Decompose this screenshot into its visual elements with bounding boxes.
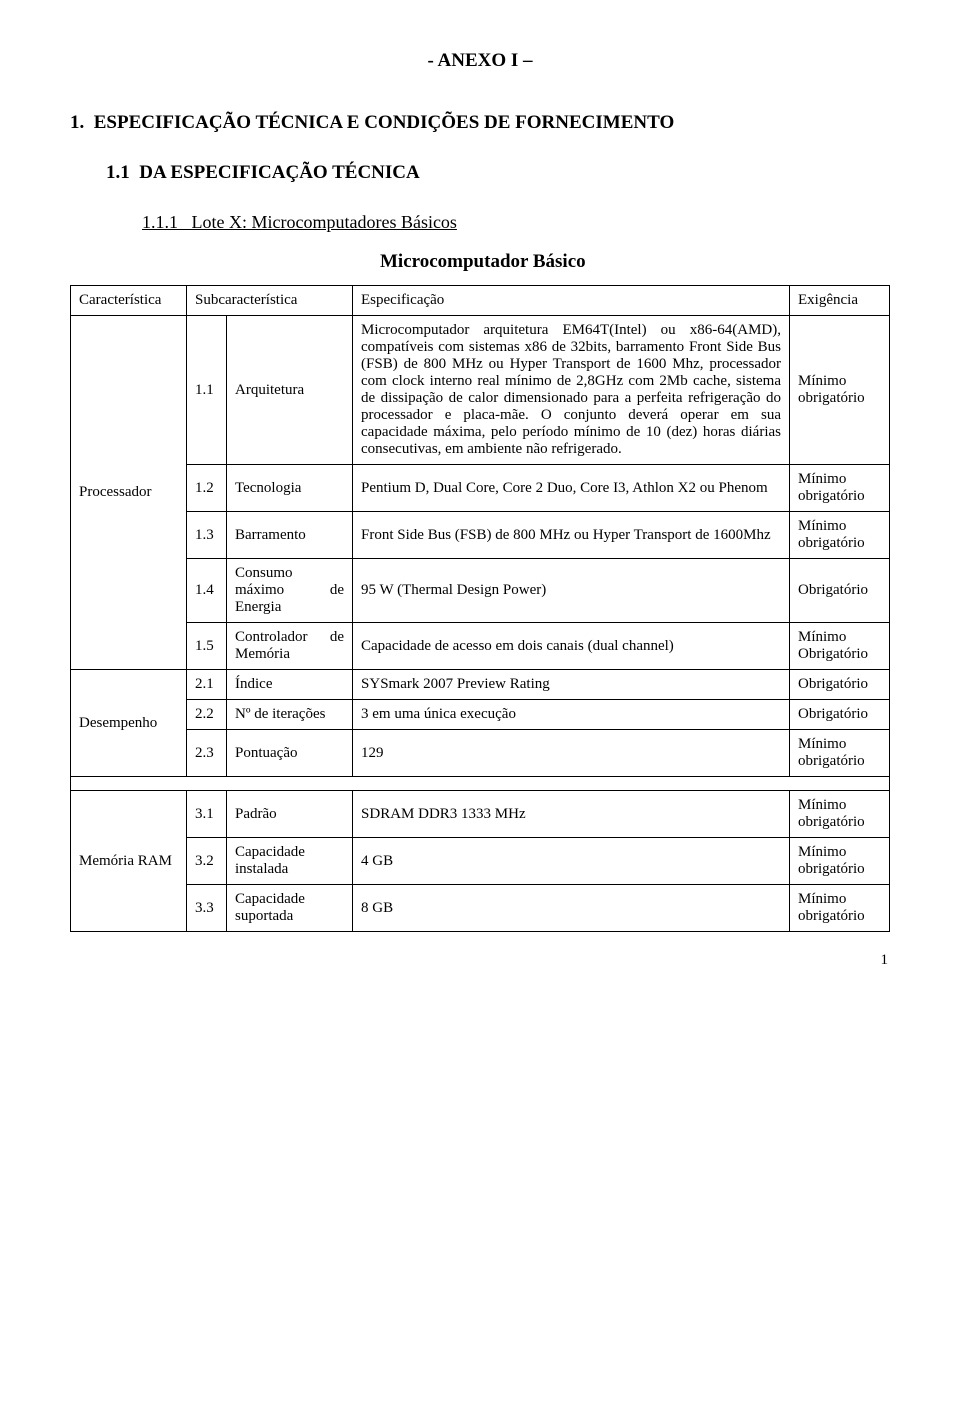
exigencia-cell: Obrigatório [790, 670, 890, 700]
exigencia-cell: Mínimo obrigatório [790, 512, 890, 559]
table-row: 1.2TecnologiaPentium D, Dual Core, Core … [71, 465, 890, 512]
table-row: Processador1.1ArquiteturaMicrocomputador… [71, 316, 890, 465]
spec-table: Característica Subcaracterística Especif… [70, 285, 890, 932]
table-row: Desempenho2.1ÍndiceSYSmark 2007 Preview … [71, 670, 890, 700]
row-number-cell: 2.2 [187, 700, 227, 730]
spec-cell: 8 GB [353, 885, 790, 932]
subcar-cell: Pontuação [227, 730, 353, 777]
table-row: 2.3Pontuação129Mínimo obrigatório [71, 730, 890, 777]
page: - ANEXO I – 1. ESPECIFICAÇÃO TÉCNICA E C… [0, 0, 960, 999]
spec-cell: 4 GB [353, 838, 790, 885]
header-caracteristica: Característica [71, 286, 187, 316]
subcar-cell: Capacidade suportada [227, 885, 353, 932]
header-exigencia: Exigência [790, 286, 890, 316]
section-1-title: 1. ESPECIFICAÇÃO TÉCNICA E CONDIÇÕES DE … [70, 112, 890, 134]
row-number-cell: 2.3 [187, 730, 227, 777]
subcar-cell: Arquitetura [227, 316, 353, 465]
table-title: Microcomputador Básico [70, 251, 890, 273]
table-row: 1.3BarramentoFront Side Bus (FSB) de 800… [71, 512, 890, 559]
annex-title: - ANEXO I – [70, 50, 890, 72]
exigencia-cell: Mínimo obrigatório [790, 791, 890, 838]
exigencia-cell: Obrigatório [790, 559, 890, 623]
group-name-cell: Processador [71, 316, 187, 670]
page-number: 1 [70, 952, 890, 969]
exigencia-cell: Mínimo obrigatório [790, 316, 890, 465]
subcar-cell: Tecnologia [227, 465, 353, 512]
subcar-cell: Capacidade instalada [227, 838, 353, 885]
spec-cell: 129 [353, 730, 790, 777]
exigencia-cell: Mínimo obrigatório [790, 730, 890, 777]
row-number-cell: 3.2 [187, 838, 227, 885]
row-number-cell: 1.4 [187, 559, 227, 623]
spec-cell: SDRAM DDR3 1333 MHz [353, 791, 790, 838]
row-number-cell: 1.5 [187, 623, 227, 670]
group-name-cell: Memória RAM [71, 791, 187, 932]
subcar-cell: Índice [227, 670, 353, 700]
row-number-cell: 1.2 [187, 465, 227, 512]
row-number-cell: 1.1 [187, 316, 227, 465]
subcar-cell: Barramento [227, 512, 353, 559]
spec-table-body: Característica Subcaracterística Especif… [71, 286, 890, 932]
table-row: 2.2Nº de iterações3 em uma única execuçã… [71, 700, 890, 730]
row-number-cell: 1.3 [187, 512, 227, 559]
spec-cell: Capacidade de acesso em dois canais (dua… [353, 623, 790, 670]
section-1-1-1-title: 1.1.1 Lote X: Microcomputadores Básicos [70, 212, 890, 233]
table-row: Memória RAM3.1PadrãoSDRAM DDR3 1333 MHzM… [71, 791, 890, 838]
exigencia-cell: Mínimo obrigatório [790, 465, 890, 512]
group-name-cell: Desempenho [71, 670, 187, 777]
header-especificacao: Especificação [353, 286, 790, 316]
subcar-cell: Controlador de Memória [227, 623, 353, 670]
table-row: 1.5Controlador de MemóriaCapacidade de a… [71, 623, 890, 670]
exigencia-cell: Mínimo obrigatório [790, 838, 890, 885]
section-1-1-title: 1.1 DA ESPECIFICAÇÃO TÉCNICA [70, 162, 890, 184]
spec-cell: Microcomputador arquitetura EM64T(Intel)… [353, 316, 790, 465]
spec-cell: Pentium D, Dual Core, Core 2 Duo, Core I… [353, 465, 790, 512]
row-number-cell: 3.3 [187, 885, 227, 932]
exigencia-cell: Mínimo Obrigatório [790, 623, 890, 670]
exigencia-cell: Mínimo obrigatório [790, 885, 890, 932]
header-row: Característica Subcaracterística Especif… [71, 286, 890, 316]
spec-cell: 3 em uma única execução [353, 700, 790, 730]
spec-cell: SYSmark 2007 Preview Rating [353, 670, 790, 700]
table-row: 3.2Capacidade instalada4 GBMínimo obriga… [71, 838, 890, 885]
subcar-cell: Nº de iterações [227, 700, 353, 730]
row-number-cell: 2.1 [187, 670, 227, 700]
table-row: 1.4Consumo máximo de Energia95 W (Therma… [71, 559, 890, 623]
header-subcaracteristica: Subcaracterística [187, 286, 353, 316]
table-row: 3.3Capacidade suportada8 GBMínimo obriga… [71, 885, 890, 932]
row-number-cell: 3.1 [187, 791, 227, 838]
spec-cell: Front Side Bus (FSB) de 800 MHz ou Hyper… [353, 512, 790, 559]
subcar-cell: Padrão [227, 791, 353, 838]
subcar-cell: Consumo máximo de Energia [227, 559, 353, 623]
exigencia-cell: Obrigatório [790, 700, 890, 730]
spec-cell: 95 W (Thermal Design Power) [353, 559, 790, 623]
separator-row [71, 777, 890, 791]
